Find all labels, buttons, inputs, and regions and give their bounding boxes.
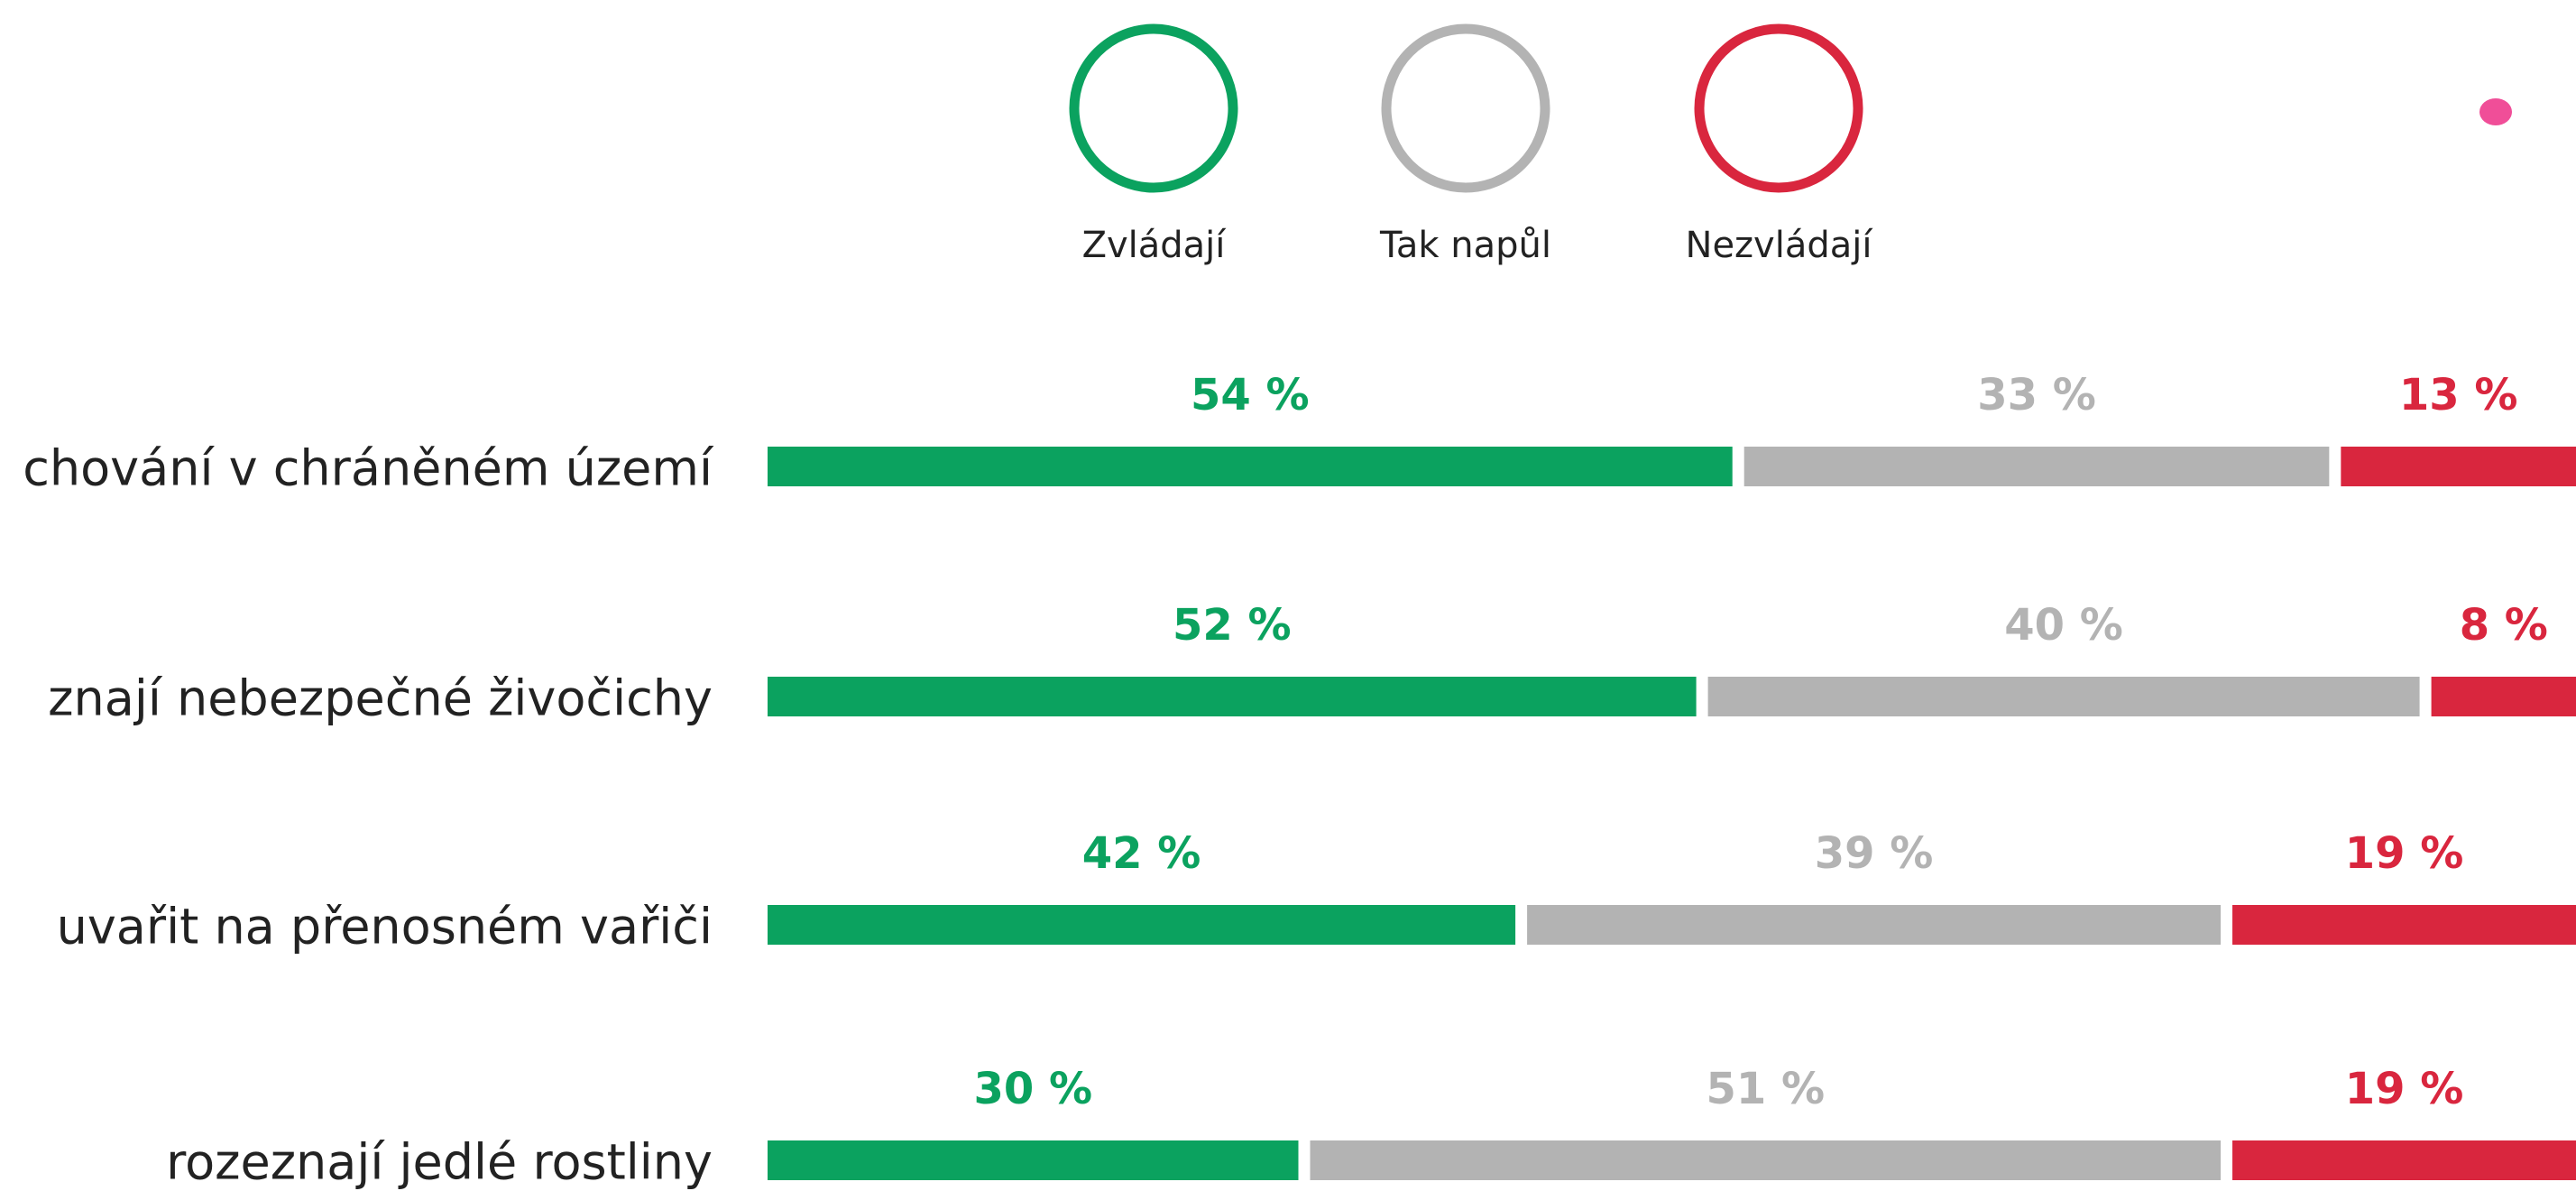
bar-segment [1310, 1140, 2222, 1180]
bar-segment [768, 447, 1733, 486]
category-label: znají nebezpečné živočichy [48, 670, 713, 727]
bar-segment [1743, 447, 2330, 486]
value-label: 19 % [2345, 1064, 2464, 1114]
value-label: 8 % [2460, 600, 2548, 651]
decoration-dot [2479, 98, 2512, 125]
bar-segment [2341, 447, 2576, 486]
bar-segment [2232, 1140, 2576, 1180]
value-label: 42 % [1082, 828, 1201, 879]
legend-label: Nezvládají [1686, 225, 1874, 266]
bar-segment [768, 677, 1697, 716]
value-label: 40 % [2004, 600, 2123, 651]
legend-label: Tak napůl [1379, 225, 1551, 266]
bar-segment [768, 905, 1516, 945]
category-label: uvařit na přenosném vařiči [57, 899, 713, 956]
value-label: 33 % [1977, 370, 2096, 420]
value-label: 51 % [1706, 1064, 1825, 1114]
bar-segment [2431, 677, 2576, 716]
category-label: chování v chráněném území [23, 440, 714, 497]
legend-label: Zvládají [1082, 225, 1228, 266]
category-label: rozeznají jedlé rostliny [166, 1134, 713, 1191]
bar-segment [2232, 905, 2576, 945]
value-label: 52 % [1173, 600, 1292, 651]
bar-segment [1527, 905, 2222, 945]
value-label: 30 % [973, 1064, 1092, 1114]
legend-marker [1381, 23, 1550, 193]
legend-marker [1069, 23, 1238, 193]
bar-segment [1707, 677, 2420, 716]
value-label: 19 % [2345, 828, 2464, 879]
legend-marker [1694, 23, 1863, 193]
value-label: 13 % [2399, 370, 2518, 420]
bar-segment [768, 1140, 1299, 1180]
value-label: 54 % [1191, 370, 1310, 420]
value-label: 39 % [1815, 828, 1934, 879]
